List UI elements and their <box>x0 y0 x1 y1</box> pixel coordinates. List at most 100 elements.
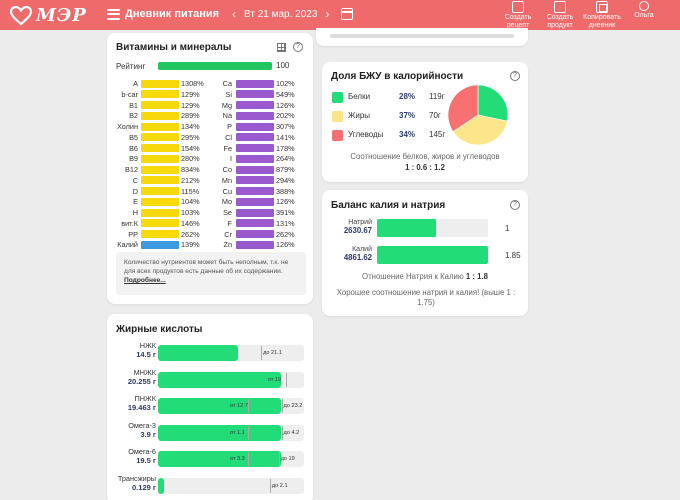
vitamin-row: C <box>104 176 138 185</box>
min-marker <box>247 425 249 440</box>
fatty-acid-bar: от 12.7 до 23.2 <box>158 398 304 414</box>
date-navigator: ‹ Вт 21 мар. 2023 › <box>232 7 354 21</box>
fatty-acid-value: 19.5 г <box>136 456 156 465</box>
more-link[interactable]: Подробнее... <box>124 277 166 284</box>
min-marker <box>247 452 249 466</box>
create-recipe-button[interactable]: Создать рецепт <box>500 1 536 30</box>
vitamin-bar <box>141 197 179 206</box>
fatty-acid-row: ПНЖК 19.463 г от 12.7 до 23.2 <box>110 395 306 417</box>
max-label: до 21.1 <box>263 350 282 356</box>
fatty-acid-bar-fill <box>158 345 239 361</box>
vitamin-percent: 115% <box>181 186 200 196</box>
mineral-bar <box>236 230 274 238</box>
fatty-acid-name: Омега-3 <box>128 420 156 430</box>
table-view-icon[interactable] <box>277 43 286 52</box>
vitamin-bar <box>141 144 179 152</box>
vitamin-percent: 280% <box>181 154 200 164</box>
mineral-name: Mg <box>221 100 232 110</box>
vitamin-row: B2 <box>104 111 138 120</box>
bju-grams: 145г <box>429 130 446 139</box>
bju-name: Углеводы <box>348 130 384 139</box>
mineral-bar <box>236 111 274 120</box>
max-label: до 23.2 <box>283 403 303 409</box>
mineral-bar <box>236 144 274 152</box>
fatty-acid-bar: от 19 <box>158 371 304 388</box>
main-menu-button[interactable]: Дневник питания <box>107 8 219 20</box>
kna-label: Калий 4861.62 <box>332 246 372 262</box>
mineral-percent: 549% <box>276 89 295 99</box>
vitamin-row: E <box>104 197 138 206</box>
kna-bar-fill <box>377 219 436 237</box>
vitamin-name: b-car <box>121 89 138 99</box>
fatty-acid-bar-fill <box>158 371 281 388</box>
user-profile-button[interactable]: Ольга <box>626 1 662 30</box>
kna-ratio: 1.85 <box>505 251 521 260</box>
bju-row: Белки 28% 119г <box>332 91 452 103</box>
vitamin-name: C <box>132 175 138 185</box>
mineral-bar <box>236 240 274 249</box>
bju-card-title: Доля БЖУ в калорийности <box>331 71 464 82</box>
vitamin-row: B12 <box>104 165 138 174</box>
chevron-left-icon[interactable]: ‹ <box>232 7 236 21</box>
fatty-acid-value: 19.463 г <box>127 403 156 412</box>
vitamin-row: PP <box>104 230 138 239</box>
kna-label: Натрий 2630.67 <box>332 219 372 235</box>
chevron-right-icon[interactable]: › <box>325 7 330 21</box>
vitamin-name: вит.К <box>121 218 138 228</box>
vitamin-name: A <box>133 79 138 88</box>
mineral-name: Cr <box>224 229 232 239</box>
kna-bar-fill <box>377 246 488 264</box>
vitamin-bar <box>141 79 179 88</box>
logo[interactable]: МЭР <box>10 5 87 26</box>
card-stub-top <box>316 28 528 46</box>
mineral-bar <box>236 79 274 88</box>
vitamin-percent: 289% <box>181 111 200 121</box>
mineral-percent: 391% <box>276 208 295 217</box>
kna-value: 2630.67 <box>343 226 372 235</box>
kna-name: Калий <box>352 246 372 253</box>
create-product-button[interactable]: Создать продукт <box>542 1 578 30</box>
copy-diary-button[interactable]: Копировать дневник <box>583 1 621 30</box>
vitamin-bar <box>141 240 179 249</box>
vitamin-row: B6 <box>104 144 138 153</box>
fatty-acid-row: НЖК 14.5 г до 21.1 <box>110 342 306 364</box>
help-icon[interactable]: ? <box>293 42 303 52</box>
help-icon[interactable]: ? <box>510 71 520 81</box>
fatty-acid-name: НЖК <box>139 341 156 350</box>
kna-ratio-caption: Отношение Натрия к Калию 1 : 1.8 <box>362 272 488 281</box>
min-label: от 3.3 <box>229 456 245 462</box>
min-label: от 1.1 <box>229 429 245 436</box>
mineral-name: Fe <box>223 143 232 153</box>
max-label: до 2.1 <box>271 482 288 489</box>
current-date[interactable]: Вт 21 мар. 2023 <box>244 8 318 20</box>
min-marker <box>285 372 287 387</box>
bju-swatch <box>332 111 343 122</box>
menu-title: Дневник питания <box>125 8 220 20</box>
mineral-percent: 294% <box>276 175 295 185</box>
kna-verdict: Хорошее соотношение натрия и калия! (выш… <box>336 288 516 307</box>
calendar-icon[interactable] <box>341 8 354 20</box>
vitamin-name: H <box>132 208 138 217</box>
vitamin-percent: 212% <box>181 175 200 185</box>
min-label: от 19 <box>267 376 282 383</box>
help-icon[interactable]: ? <box>510 200 520 210</box>
bju-row: Углеводы 34% 145г <box>332 129 452 141</box>
bju-ratio: 1 : 0.6 : 1.2 <box>405 163 445 172</box>
fatty-acid-bar: до 21.1 <box>158 345 304 361</box>
vitamin-bar <box>141 219 179 228</box>
mineral-percent: 264% <box>276 154 295 164</box>
vitamin-bar <box>141 133 179 142</box>
fatty-acid-bar: от 1.1 до 4.2 <box>158 424 304 441</box>
vitamin-percent: 104% <box>181 197 200 207</box>
mineral-bar <box>236 208 274 217</box>
vitamin-row: B5 <box>104 133 138 142</box>
nutrients-note: Количество нутриентов может быть неполны… <box>116 252 306 295</box>
vitamin-row: B9 <box>104 154 138 163</box>
bju-swatch <box>332 92 343 103</box>
max-label: до 19 <box>280 456 295 462</box>
vitamin-name: B1 <box>129 100 138 110</box>
app-header: МЭР Дневник питания ‹ Вт 21 мар. 2023 › … <box>0 0 680 30</box>
vitamin-row: A <box>104 79 138 88</box>
mineral-name: Se <box>223 208 232 217</box>
fatty-acid-row: Омега-6 19.5 г от 3.3 до 19 <box>110 448 306 470</box>
